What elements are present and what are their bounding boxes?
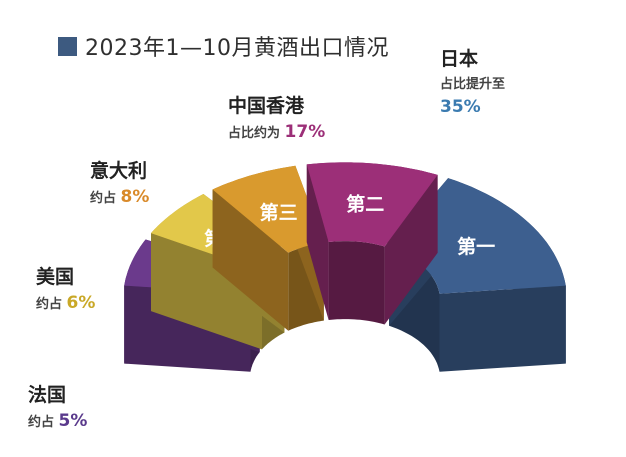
callout-value: 5% [58,411,88,431]
callout-hongkong: 中国香港 占比约为 17% [228,95,325,143]
callout-usa: 美国 约占 6% [36,266,95,314]
segment-end-cap [306,164,329,320]
callout-name: 意大利 [90,160,148,182]
segment-rank-label: 第二 [346,193,384,216]
callout-value: 35% [440,97,481,117]
callout-name: 日本 [440,48,479,70]
callout-value: 8% [120,187,150,207]
callout-value: 6% [66,293,96,313]
callout-name: 中国香港 [228,95,305,117]
segment-rank-label: 第一 [457,235,495,258]
callout-desc: 约占 [36,297,63,312]
legend-swatch [58,36,77,56]
callout-desc: 占比约为 [228,126,281,141]
callout-desc: 占比提升至 [440,77,506,92]
segment-top-face [212,165,324,253]
callout-name: 美国 [36,266,75,288]
segment-end-cap [384,174,438,325]
callout-italy: 意大利 约占 8% [90,160,149,208]
segment-end-cap [212,189,289,331]
segment-inner-wall [328,241,385,325]
callout-desc: 约占 [90,191,117,206]
segment-rank-label: 第三 [260,201,298,224]
callout-desc: 约占 [28,415,55,430]
chart-legend: 2023年1—10月黄酒出口情况 [58,30,389,62]
segment-top-face [306,162,438,247]
chart-title: 2023年1—10月黄酒出口情况 [85,36,389,61]
callout-name: 法国 [28,384,67,406]
callout-value: 17% [284,122,326,142]
callout-japan: 日本 占比提升至 35% [440,48,505,116]
callout-france: 法国 约占 5% [28,384,87,432]
segment-end-cap [439,285,566,372]
